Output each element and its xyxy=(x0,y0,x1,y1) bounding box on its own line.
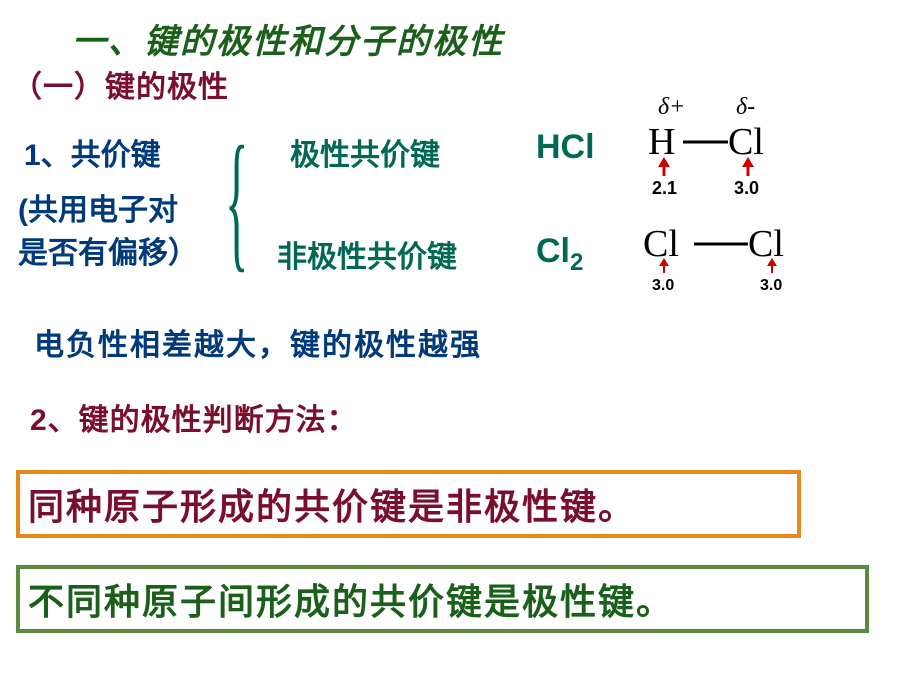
main-title: 一、键的极性和分子的极性 xyxy=(72,14,504,63)
delta-plus: δ+ xyxy=(658,94,685,120)
cl2-formula: Cl2 xyxy=(536,232,583,277)
hcl-diagram: δ+ δ- H Cl 2.1 3.0 xyxy=(628,94,838,219)
item1-line1: 1、共价键 xyxy=(24,130,161,174)
polar-bond-label: 极性共价键 xyxy=(290,130,440,174)
item2-title: 2、键的极性判断方法： xyxy=(30,395,358,439)
hcl-atom-cl: Cl xyxy=(728,121,764,163)
cl2-base: Cl xyxy=(536,232,570,270)
rule-box-polar-text: 不同种原子间形成的共价键是极性键。 xyxy=(28,573,674,625)
hcl-en1: 2.1 xyxy=(652,178,677,198)
hcl-atom-h: H xyxy=(648,121,675,163)
cl2-atom2: Cl xyxy=(748,223,784,265)
rule-box-polar: 不同种原子间形成的共价键是极性键。 xyxy=(16,565,869,633)
item1-line3: 是否有偏移） xyxy=(18,228,198,272)
cl2-sub: 2 xyxy=(570,249,583,276)
hcl-formula: HCl xyxy=(536,128,595,167)
electronegativity-rule: 电负性相差越大，键的极性越强 xyxy=(34,320,482,364)
hcl-en2: 3.0 xyxy=(734,178,759,198)
rule-box-nonpolar-text: 同种原子形成的共价键是非极性键。 xyxy=(28,478,636,530)
brace-icon: { xyxy=(225,112,249,289)
rule-box-nonpolar: 同种原子形成的共价键是非极性键。 xyxy=(16,470,801,538)
cl2-atom1: Cl xyxy=(643,223,679,265)
cl2-en2: 3.0 xyxy=(760,277,782,294)
cl2-en1: 3.0 xyxy=(652,277,674,294)
sub-title: （一）键的极性 xyxy=(12,62,229,106)
nonpolar-bond-label: 非极性共价键 xyxy=(277,232,457,276)
item1-line2: (共用电子对 xyxy=(18,185,178,229)
cl2-diagram: Cl Cl 3.0 3.0 xyxy=(628,218,838,313)
delta-minus: δ- xyxy=(736,94,755,120)
